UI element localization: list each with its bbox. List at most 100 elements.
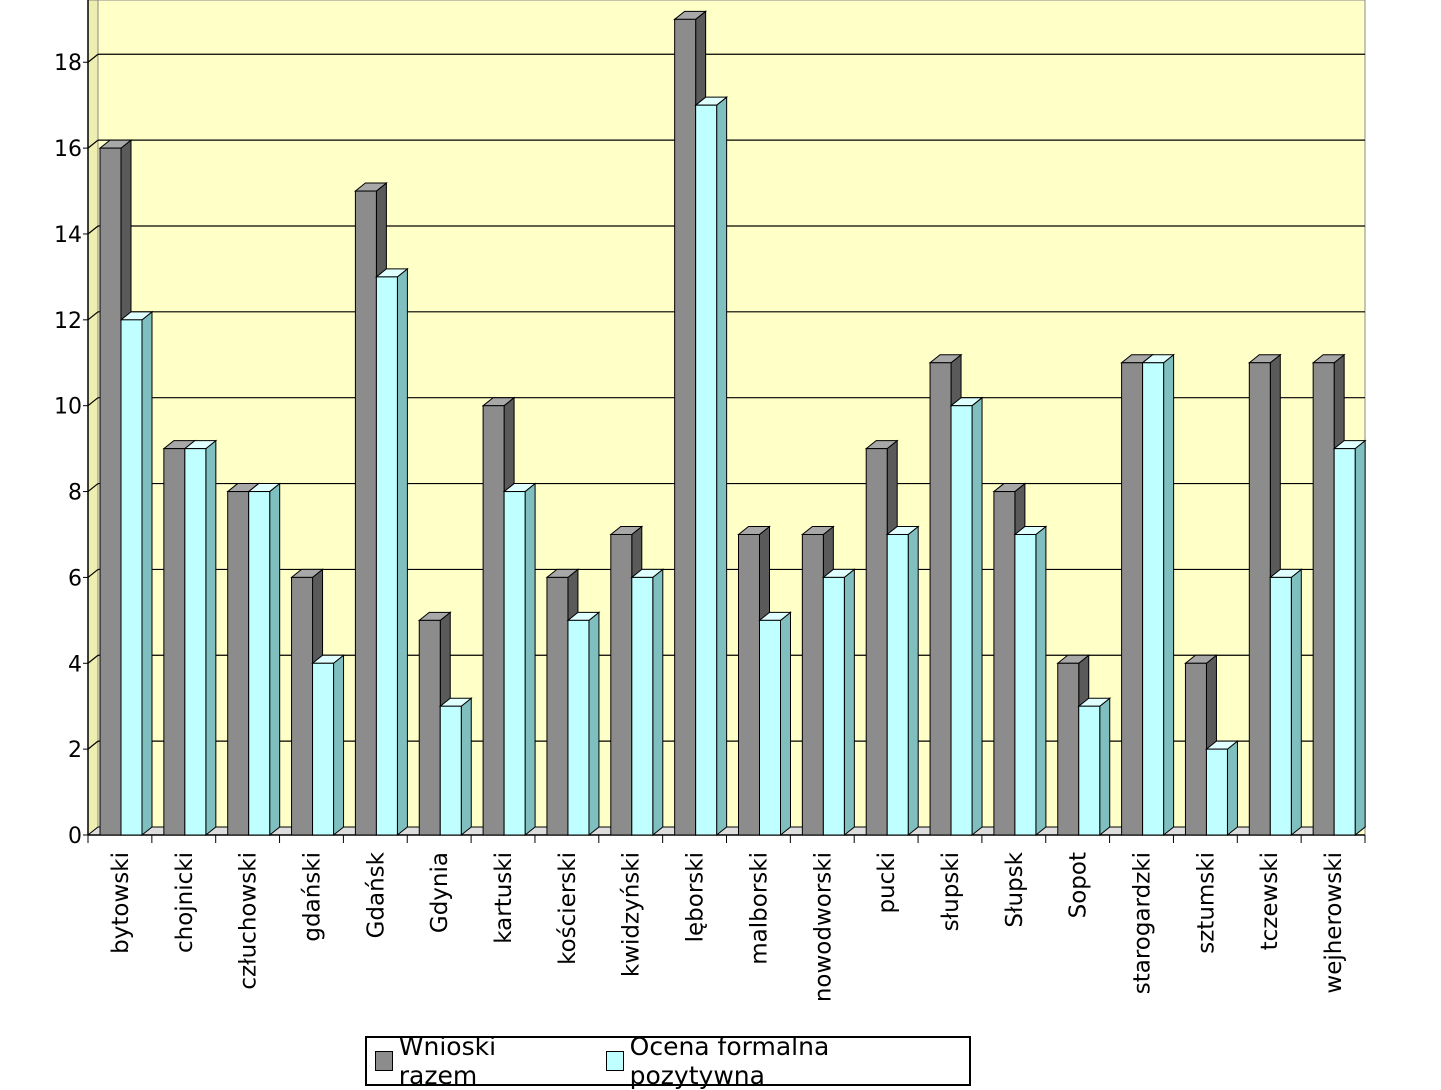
gridline-diag: [87, 139, 99, 149]
bar-wnioski: [738, 533, 760, 836]
bar-side: [971, 396, 983, 837]
bar-side: [1354, 439, 1366, 837]
gridline-diag: [87, 740, 99, 750]
bar-side: [588, 611, 600, 837]
y-tick-label: 18: [54, 51, 82, 76]
y-tick-label: 4: [68, 652, 82, 677]
bar-side: [780, 611, 791, 837]
x-tick-label: malborski: [746, 852, 772, 965]
gridline-diag: [87, 397, 99, 407]
bar-wnioski: [1184, 662, 1207, 836]
bar-side: [141, 310, 153, 837]
bar-wnioski: [418, 619, 441, 836]
y-tick-label: 8: [68, 481, 82, 506]
bar-ocena: [1078, 705, 1101, 836]
x-tick-label: tczewski: [1257, 852, 1283, 950]
bar-wnioski: [674, 18, 697, 836]
x-tick-label: gdański: [299, 852, 325, 942]
bar-ocena: [1269, 576, 1292, 836]
left-wall: [87, 0, 99, 837]
legend-item-ocena: Ocena formalna pozytywna: [605, 1032, 931, 1090]
gridline-diag: [87, 654, 99, 664]
bar-side: [843, 568, 855, 837]
bar-side: [652, 568, 664, 837]
bar-wnioski: [354, 190, 377, 836]
bar-ocena: [184, 448, 207, 836]
bar-wnioski: [1121, 362, 1144, 836]
bar-side: [907, 525, 919, 837]
bar-ocena: [631, 576, 654, 836]
bar-ocena: [950, 405, 973, 836]
bar-ocena: [1333, 448, 1356, 836]
bar-ocena: [248, 491, 271, 836]
bar-ocena: [759, 619, 781, 836]
x-tick-label: chojnicki: [172, 852, 198, 953]
bar-ocena: [1205, 748, 1228, 836]
bar-ocena: [567, 619, 590, 836]
bar-side: [524, 482, 536, 837]
legend-label: Wnioski razem: [398, 1032, 497, 1090]
bar-ocena: [1014, 533, 1037, 836]
x-tick-label: kwidzyński: [619, 852, 645, 977]
y-tick-label: 2: [68, 738, 82, 763]
y-tick-label: 0: [68, 824, 82, 849]
bar-wnioski: [163, 448, 186, 836]
bar-ocena: [439, 705, 462, 836]
bar-wnioski: [482, 405, 505, 836]
bar-wnioski: [227, 491, 250, 836]
x-tick-label: Słupsk: [1002, 851, 1028, 927]
bar-ocena: [1142, 362, 1165, 836]
bar-wnioski: [1312, 362, 1335, 836]
bar-side: [333, 654, 345, 837]
y-tick-label: 16: [54, 137, 82, 162]
legend-swatch-gray: [375, 1051, 393, 1071]
bar-side: [716, 96, 728, 837]
bar-ocena: [503, 491, 526, 836]
bar-side: [269, 482, 281, 837]
floor: [86, 826, 1367, 836]
x-tick-label: kartuski: [491, 852, 517, 944]
gridline-diag: [87, 53, 99, 63]
bar-ocena: [822, 576, 845, 836]
legend-item-wnioski: Wnioski razem: [375, 1032, 560, 1090]
bar-ocena: [375, 276, 398, 836]
x-tick-label: lęborski: [683, 852, 709, 942]
bar-wnioski: [929, 362, 952, 836]
bar-ocena: [312, 662, 335, 836]
bar-side: [1099, 697, 1111, 837]
x-tick-label: słupski: [938, 852, 964, 931]
bar-wnioski: [1248, 362, 1271, 836]
bar-side: [396, 267, 408, 837]
bar-side: [460, 697, 472, 837]
bar-wnioski: [291, 576, 314, 836]
y-tick-label: 12: [54, 309, 82, 334]
bar-side: [1035, 525, 1047, 837]
bar-wnioski: [993, 491, 1016, 836]
x-tick-label: starogardzki: [1130, 852, 1156, 994]
bar-wnioski: [99, 147, 122, 836]
x-tick-label: bytowski: [108, 852, 134, 954]
x-tick-label: człuchowski: [236, 852, 262, 990]
bar-side: [1226, 740, 1238, 837]
bar-wnioski: [865, 448, 888, 836]
bar-ocena: [886, 533, 909, 836]
x-tick-label: kościerski: [555, 852, 581, 965]
legend: Wnioski razem Ocena formalna pozytywna: [365, 1032, 971, 1090]
gridline-diag: [87, 568, 99, 578]
x-tick-label: wejherowski: [1321, 852, 1347, 994]
bar-ocena: [695, 104, 718, 836]
x-tick-label: Gdańsk: [363, 851, 389, 938]
bar-side: [205, 439, 217, 837]
gridline-diag: [87, 225, 99, 235]
bar-wnioski: [1057, 662, 1080, 836]
bar-side: [1290, 568, 1302, 837]
x-tick-label: pucki: [874, 852, 900, 914]
y-tick-label: 6: [68, 566, 82, 591]
x-tick-label: sztumski: [1193, 852, 1219, 954]
bar-wnioski: [801, 533, 824, 836]
bar-ocena: [120, 319, 143, 836]
legend-label: Ocena formalna pozytywna: [629, 1032, 830, 1090]
x-tick-label: nowodworski: [810, 852, 836, 1002]
y-tick-label: 14: [54, 223, 82, 248]
